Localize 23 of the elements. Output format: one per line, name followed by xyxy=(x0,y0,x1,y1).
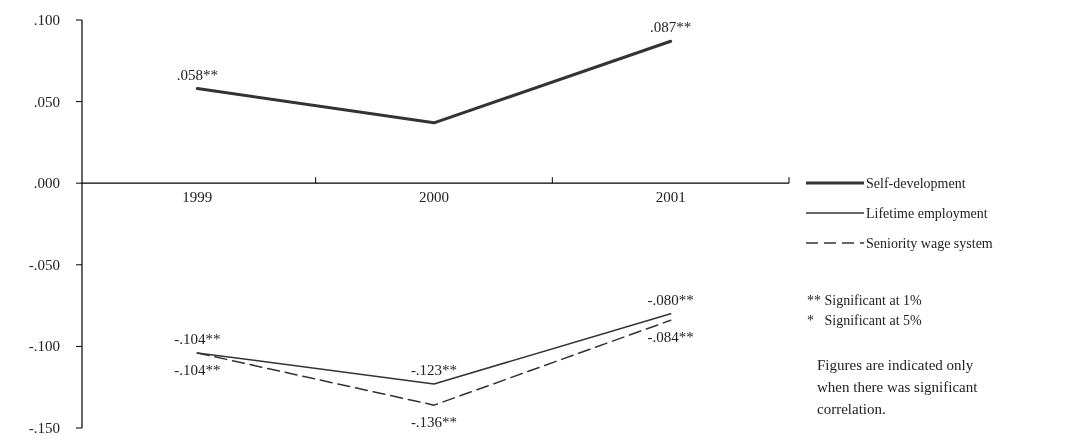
data-label: -.080** xyxy=(647,291,694,308)
data-label: -.136** xyxy=(410,414,458,431)
y-tick-label: -.150 xyxy=(28,420,60,436)
x-tick-label: 2001 xyxy=(655,189,686,206)
text: Figures are indicated only when there was significant correlation. xyxy=(817,357,979,417)
legend-label: Self-development xyxy=(866,176,966,191)
x-tick-label: 2000 xyxy=(419,189,449,206)
legend-label: Seniority wage system xyxy=(866,236,993,251)
y-tick-label: -.100 xyxy=(28,338,60,355)
data-label: .058** xyxy=(176,66,218,83)
x-tick-label: 1999 xyxy=(182,189,213,206)
data-label: -.104** xyxy=(174,361,221,378)
y-tick-label: .100 xyxy=(33,12,60,28)
data-label: -.123** xyxy=(410,361,458,378)
y-tick-label: -.050 xyxy=(28,256,60,273)
y-tick-label: .000 xyxy=(33,175,60,192)
data-label: -.084** xyxy=(647,329,694,346)
text: ** Significant at 1% xyxy=(807,293,923,308)
data-label: -.104** xyxy=(174,330,221,347)
y-tick-label: .050 xyxy=(33,93,60,110)
text: * Significant at 5% xyxy=(807,313,923,328)
data-label: .087** xyxy=(650,19,692,36)
legend-label: Lifetime employment xyxy=(866,206,988,221)
